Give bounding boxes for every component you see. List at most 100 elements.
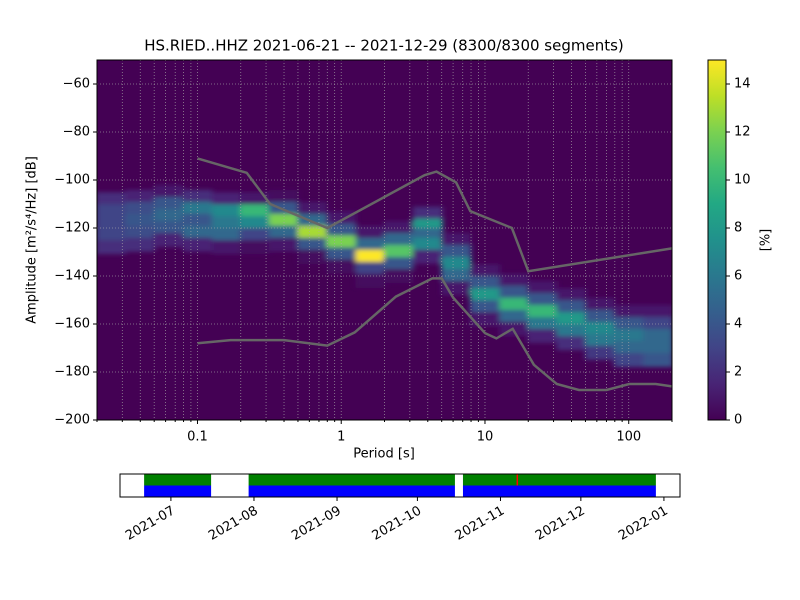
y-tick-label: −160: [54, 317, 90, 332]
heatmap-cell: [125, 237, 156, 252]
heatmap-cell: [239, 228, 270, 243]
heatmap-cell: [182, 213, 213, 228]
timeline-span: [462, 474, 656, 486]
heatmap-cell: [441, 269, 472, 283]
x-tick-label: 1: [337, 430, 345, 445]
heatmap-cell: [441, 233, 472, 247]
colorbar-tick-label: 6: [734, 269, 742, 284]
heatmap-cell: [269, 225, 299, 240]
heatmap-cell: [182, 201, 213, 216]
heatmap-cell: [527, 305, 558, 319]
heatmap-cell: [97, 192, 126, 207]
heatmap-cell: [125, 213, 156, 228]
heatmap-cell: [584, 297, 615, 312]
heatmap-cell: [326, 259, 357, 274]
timeline-span: [462, 485, 656, 497]
heatmap-cell: [383, 257, 414, 271]
y-tick-label: −200: [54, 413, 90, 428]
heatmap-cell: [383, 221, 414, 235]
heatmap-cell: [182, 237, 213, 252]
heatmap-cell: [326, 223, 357, 238]
heatmap-cell: [211, 216, 242, 231]
x-tick-label: 2022-01: [616, 504, 671, 544]
y-tick-label: −60: [63, 77, 90, 92]
heatmap-cell: [326, 211, 357, 226]
timeline-span: [248, 474, 455, 486]
heatmap-cell: [584, 321, 615, 336]
x-tick-label: 2021-09: [289, 504, 344, 544]
heatmap-cell: [470, 300, 500, 315]
heatmap-cell: [470, 264, 500, 279]
colorbar-tick-label: 10: [734, 173, 751, 188]
y-tick-label: −120: [54, 221, 90, 236]
timeline-span: [516, 474, 519, 486]
x-tick-label: 10: [477, 430, 494, 445]
heatmap-cell: [584, 345, 615, 360]
heatmap: [97, 185, 672, 367]
heatmap-cell: [383, 233, 414, 247]
heatmap-cell: [211, 228, 242, 243]
colorbar: [707, 59, 727, 421]
heatmap-cell: [527, 281, 558, 295]
heatmap-cell: [239, 240, 270, 255]
heatmap-cell: [527, 317, 558, 331]
heatmap-cell: [125, 225, 156, 240]
heatmap-cell: [527, 293, 558, 307]
noise-model-line: [197, 157, 672, 273]
heatmap-cell: [556, 300, 587, 315]
y-tick-label: −180: [54, 365, 90, 380]
timeline-span: [144, 474, 212, 486]
heatmap-cell: [211, 192, 242, 207]
heatmap-cell: [269, 213, 299, 228]
heatmap-cell: [239, 204, 270, 219]
heatmap-cell: [441, 257, 472, 271]
heatmap-cell: [239, 192, 270, 207]
heatmap-cell: [383, 245, 414, 259]
colorbar-tick-label: 14: [734, 77, 751, 92]
heatmap-cell: [556, 312, 587, 327]
heatmap-cell: [153, 197, 184, 211]
y-tick-label: −100: [54, 173, 90, 188]
x-tick-label: 100: [616, 430, 641, 445]
timeline-span: [248, 485, 455, 497]
heatmap-cell: [643, 317, 672, 331]
heatmap-cell: [470, 276, 500, 291]
heatmap-cell: [211, 240, 242, 255]
x-tick-label: 2021-11: [453, 504, 508, 544]
heatmap-cell: [355, 273, 386, 288]
heatmap-cell: [153, 221, 184, 235]
heatmap-cell: [499, 309, 530, 324]
heatmap-cell: [153, 209, 184, 223]
colorbar-label: [%]: [759, 229, 774, 252]
heatmap-cell: [239, 216, 270, 231]
timeline-frame: [119, 473, 681, 498]
noise-model-line: [197, 277, 672, 392]
heatmap-cell: [269, 189, 299, 204]
heatmap-cell: [383, 269, 414, 283]
heatmap-cell: [499, 273, 530, 288]
x-tick-label: 2021-07: [123, 504, 178, 544]
heatmap-cell: [643, 341, 672, 355]
y-tick-label: −80: [63, 125, 90, 140]
heatmap-cell: [355, 249, 386, 264]
heatmap-cell: [269, 237, 299, 252]
colorbar-tick-label: 2: [734, 365, 742, 380]
timeline-span: [144, 485, 212, 497]
heatmap-cell: [556, 288, 587, 303]
x-axis-label: Period [s]: [353, 447, 415, 462]
heatmap-cell: [470, 312, 500, 327]
heatmap-cell: [326, 235, 357, 250]
x-tick-label: 2021-08: [206, 504, 261, 544]
heatmap-cell: [499, 297, 530, 312]
heatmap-cell: [153, 185, 184, 199]
x-tick-label: 2021-10: [370, 504, 425, 544]
heatmap-cell: [412, 237, 443, 252]
heatmap-cell: [297, 249, 328, 264]
heatmap-cell: [97, 240, 126, 255]
heatmap-cell: [643, 329, 672, 343]
heatmap-cell: [211, 204, 242, 219]
heatmap-cell: [125, 189, 156, 204]
heatmap-cell: [556, 336, 587, 351]
heatmap-cell: [584, 333, 615, 348]
